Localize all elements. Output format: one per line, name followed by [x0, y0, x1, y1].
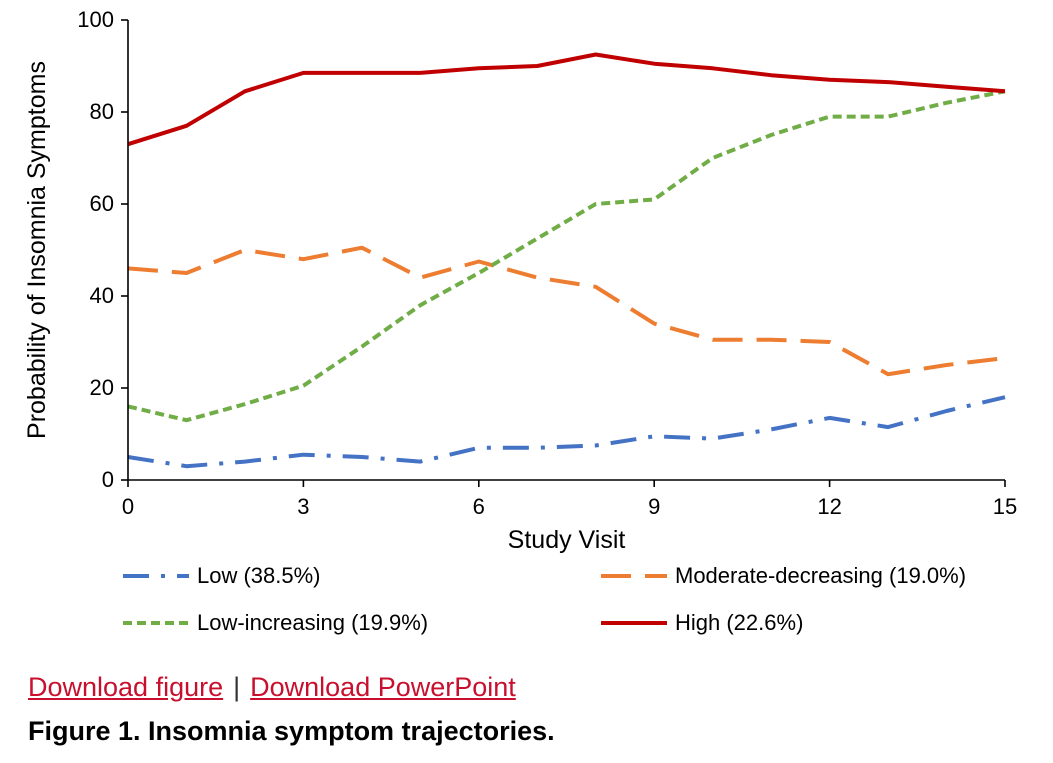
download-powerpoint-link[interactable]: Download PowerPoint — [250, 672, 516, 702]
x-axis-title: Study Visit — [508, 526, 626, 554]
series-line-moderate-decreasing — [127, 245, 1006, 377]
y-axis-title: Probability of Insomnia Symptoms — [23, 61, 51, 439]
y-tick-label: 100 — [77, 7, 114, 32]
download-links: Download figure | Download PowerPoint — [28, 672, 516, 703]
legend-label-low: Low (38.5%) — [197, 563, 321, 588]
figure-caption: Figure 1. Insomnia symptom trajectories. — [28, 716, 555, 746]
legend-label-low-increasing: Low-increasing (19.9%) — [197, 610, 428, 635]
x-tick-label: 9 — [648, 494, 660, 519]
y-tick-label: 20 — [90, 375, 114, 400]
download-figure-link[interactable]: Download figure — [28, 672, 224, 702]
y-tick-label: 0 — [102, 467, 114, 492]
legend-label-high: High (22.6%) — [675, 610, 803, 635]
legend-label-moderate-decreasing: Moderate-decreasing (19.0%) — [675, 563, 966, 588]
x-tick-label: 12 — [817, 494, 841, 519]
series-line-low-increasing — [127, 89, 1006, 423]
series-layer — [127, 52, 1006, 469]
series-line-low — [127, 395, 1006, 469]
y-tick-label: 60 — [90, 191, 114, 216]
y-tick-label: 40 — [90, 283, 114, 308]
x-tick-label: 3 — [297, 494, 309, 519]
x-tick-label: 15 — [993, 494, 1017, 519]
y-ticks: 0 20 40 60 80 100 — [77, 7, 128, 492]
links-separator: | — [233, 672, 241, 702]
x-ticks: 0 3 6 9 12 15 — [122, 480, 1017, 519]
legend: Low (38.5%) Moderate-decreasing (19.0%) Lo… — [123, 563, 966, 635]
series-line-high — [127, 52, 1006, 147]
chart: 0 20 40 60 80 100 0 3 6 9 12 15 Study Visit Probab… — [23, 7, 1017, 635]
x-tick-label: 0 — [122, 494, 134, 519]
y-tick-label: 80 — [90, 99, 114, 124]
x-tick-label: 6 — [473, 494, 485, 519]
